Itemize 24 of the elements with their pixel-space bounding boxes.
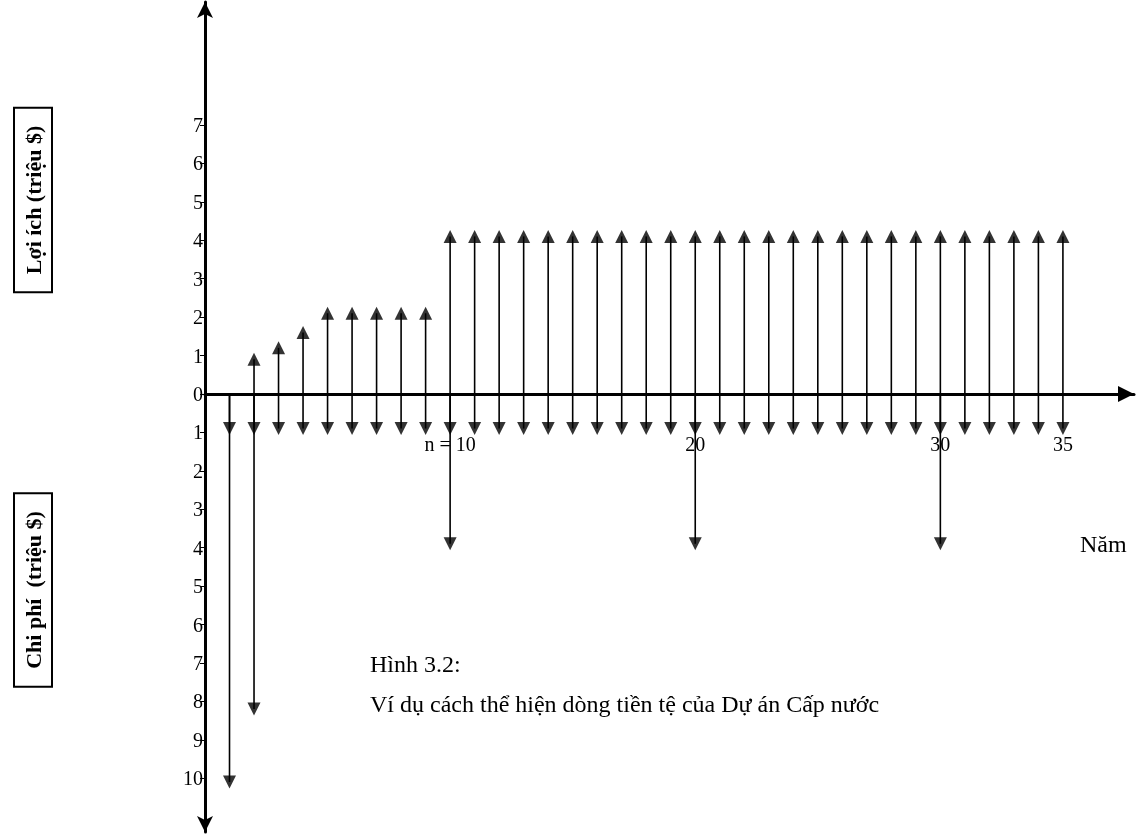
y-tick-label: 1: [193, 421, 203, 444]
y-tick-label: 1: [193, 344, 203, 367]
y-tick-label: 6: [193, 613, 203, 636]
y-tick-label: 4: [193, 229, 203, 252]
y-tick-label: 8: [193, 690, 203, 713]
y-tick-label: 9: [193, 728, 203, 751]
x-tick-label: 35: [1052, 432, 1073, 455]
annotation: Ví dụ cách thể hiện dòng tiền tệ của Dự án Cấp nước: [370, 691, 880, 717]
text: Chi phí (triệu $): [20, 511, 46, 669]
annotation: Hình 3.2:: [370, 651, 461, 677]
y-tick-label: 7: [193, 651, 203, 674]
y-tick-label: 5: [193, 575, 203, 598]
y-tick-label: 2: [193, 459, 203, 482]
text: Lợi ích (triệu $): [20, 125, 46, 275]
y-tick-label: 6: [193, 152, 203, 175]
y-tick-label: 3: [193, 498, 203, 521]
y-tick-label: 7: [193, 113, 203, 136]
y-tick-label: 3: [193, 267, 203, 290]
y-tick-label: 0: [193, 382, 203, 405]
x-axis-title: Năm: [1080, 531, 1127, 557]
y-tick-label: 4: [193, 536, 203, 559]
y-tick-label: 5: [193, 190, 203, 213]
y-tick-label: 2: [193, 306, 203, 329]
y-tick-label: 10: [183, 767, 203, 790]
